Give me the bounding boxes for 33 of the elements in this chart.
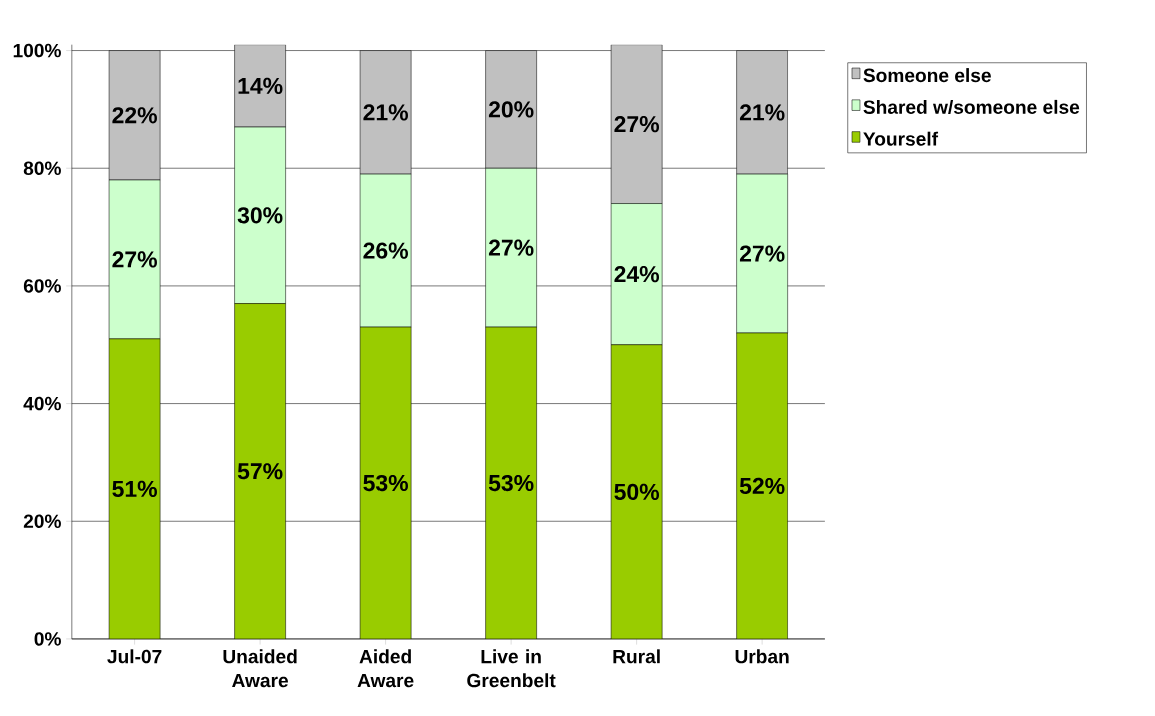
data-label: 52% xyxy=(739,477,785,494)
legend-label: Shared w/someone else xyxy=(863,99,1080,114)
x-tick-label: Rural xyxy=(613,649,660,664)
data-label: 20% xyxy=(488,101,534,118)
data-label: 30% xyxy=(237,206,283,224)
data-label: 53% xyxy=(488,474,534,491)
y-tick-label: 0% xyxy=(34,631,61,646)
x-tick-label: Urban xyxy=(735,649,789,664)
x-tick-label: Unaided Aware xyxy=(223,649,297,688)
y-tick-label: 20% xyxy=(23,514,61,528)
legend-label: Yourself xyxy=(863,131,939,146)
data-label: 51% xyxy=(112,480,157,497)
data-label: 53% xyxy=(363,474,408,491)
data-label: 26% xyxy=(363,242,408,259)
y-tick-label: 100% xyxy=(13,43,61,58)
data-label: 14% xyxy=(238,77,283,94)
y-tick-label: 60% xyxy=(23,278,61,293)
data-label: 27% xyxy=(488,239,534,256)
data-label: 27% xyxy=(112,251,157,268)
data-label: 21% xyxy=(739,104,785,121)
data-label: 50% xyxy=(614,483,659,500)
data-label: 24% xyxy=(614,265,659,283)
data-label: 57% xyxy=(237,462,283,480)
data-label: 21% xyxy=(363,104,408,121)
x-tick-label: Live in Greenbelt xyxy=(467,649,556,688)
y-tick-label: 40% xyxy=(23,396,61,411)
legend-label: Someone else xyxy=(863,67,991,82)
x-tick-label: Jul-07 xyxy=(107,649,162,664)
data-label: 27% xyxy=(739,245,785,262)
data-label: 22% xyxy=(112,106,157,124)
data-label: 27% xyxy=(614,115,659,132)
x-tick-label: Aided Aware xyxy=(357,649,414,688)
y-tick-label: 80% xyxy=(23,161,61,175)
